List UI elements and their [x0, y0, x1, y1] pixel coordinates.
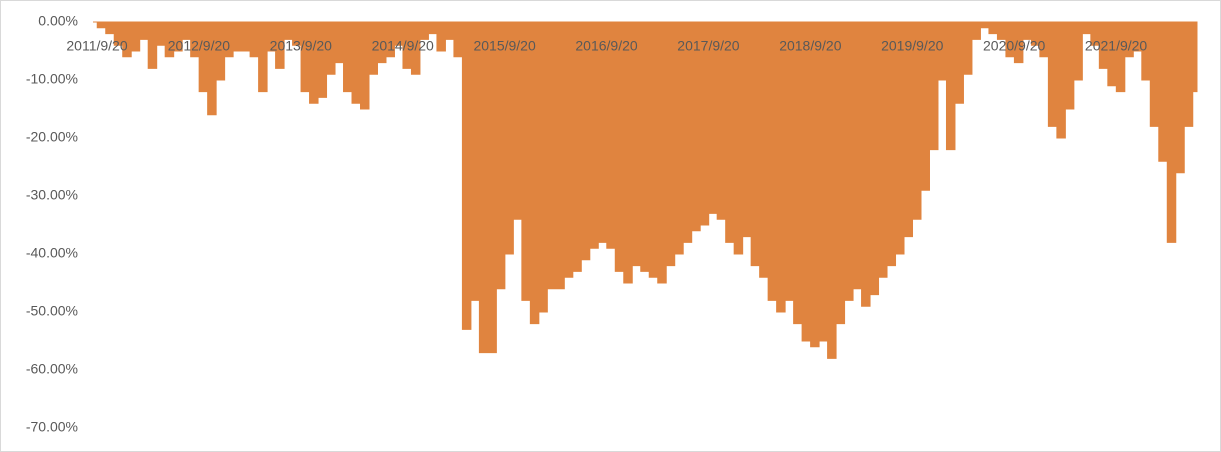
x-tick-label: 2016/9/20	[575, 38, 637, 54]
y-tick-label: -60.00%	[26, 361, 78, 377]
drawdown-area	[93, 21, 1198, 359]
x-tick-label: 2019/9/20	[881, 38, 943, 54]
x-tick-label: 2018/9/20	[779, 38, 841, 54]
x-tick-label: 2021/9/20	[1085, 38, 1147, 54]
x-tick-label: 2012/9/20	[168, 38, 230, 54]
x-tick-label: 2013/9/20	[270, 38, 332, 54]
x-tick-label: 2014/9/20	[372, 38, 434, 54]
y-tick-label: -70.00%	[26, 419, 78, 435]
y-tick-label: 0.00%	[38, 13, 78, 29]
y-tick-label: -10.00%	[26, 71, 78, 87]
x-tick-label: 2020/9/20	[983, 38, 1045, 54]
y-tick-label: -30.00%	[26, 187, 78, 203]
y-tick-label: -20.00%	[26, 129, 78, 145]
y-tick-label: -50.00%	[26, 303, 78, 319]
y-tick-label: -40.00%	[26, 245, 78, 261]
x-tick-label: 2015/9/20	[473, 38, 535, 54]
x-tick-label: 2011/9/20	[66, 38, 127, 54]
x-tick-label: 2017/9/20	[677, 38, 739, 54]
